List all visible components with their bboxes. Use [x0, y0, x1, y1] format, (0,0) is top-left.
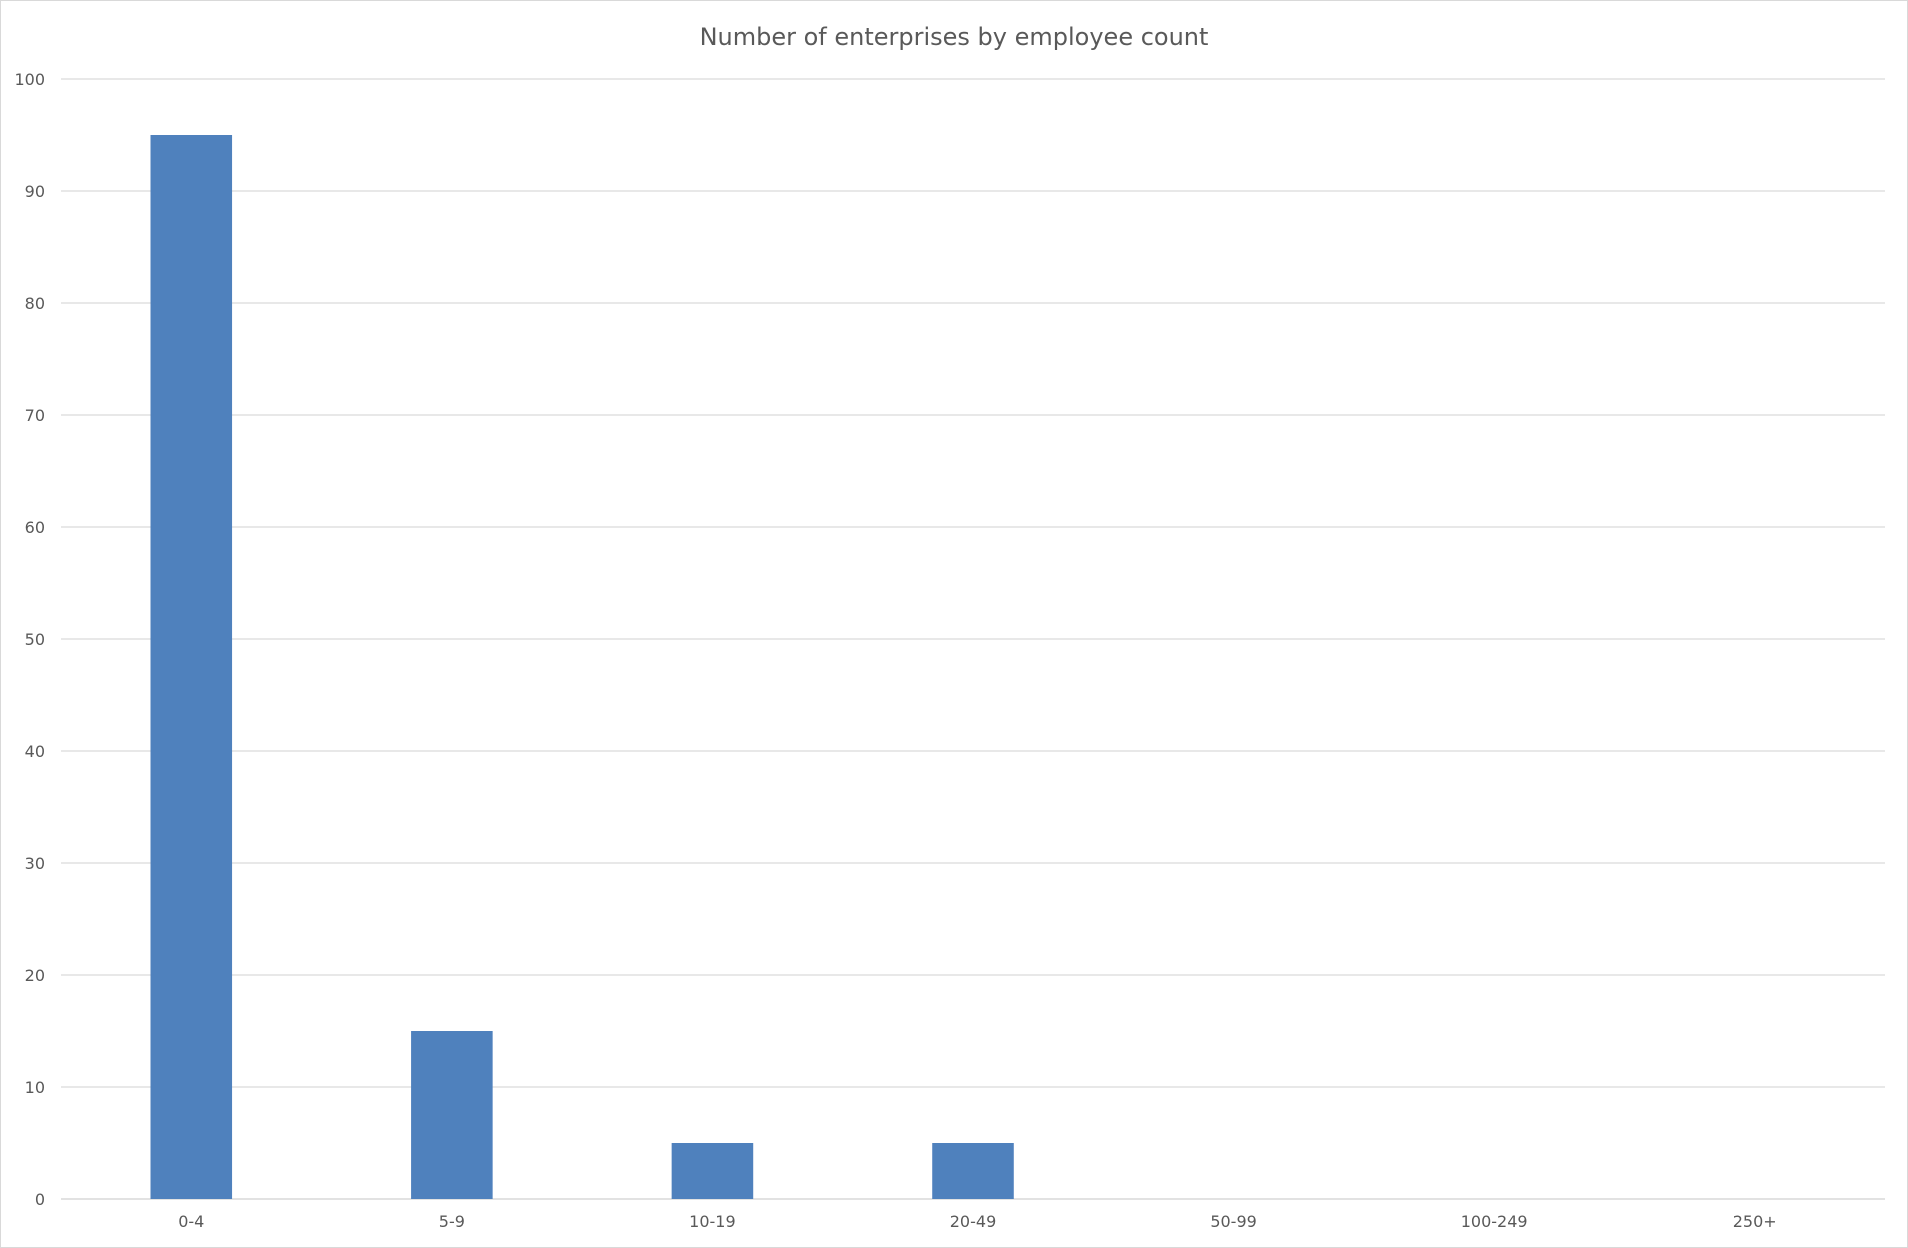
x-axis-ticks: 0-4 5-9 10-19 20-49 50-99 100-249 250+: [178, 1212, 1776, 1231]
bar-5-9: [411, 1031, 493, 1199]
x-tick-label: 5-9: [439, 1212, 465, 1231]
y-tick-label: 50: [25, 630, 45, 649]
gridlines: [61, 78, 1885, 1200]
y-tick-label: 90: [25, 182, 45, 201]
x-tick-label: 100-249: [1461, 1212, 1528, 1231]
x-tick-label: 0-4: [178, 1212, 204, 1231]
bar-20-49: [932, 1143, 1014, 1199]
y-tick-label: 10: [25, 1078, 45, 1097]
y-tick-label: 70: [25, 406, 45, 425]
bar-0-4: [150, 135, 233, 1199]
y-tick-label: 60: [25, 518, 45, 537]
x-tick-label: 10-19: [689, 1212, 736, 1231]
bar-10-19: [671, 1143, 754, 1199]
y-tick-label: 40: [25, 742, 45, 761]
y-tick-label: 30: [25, 854, 45, 873]
y-tick-label: 0: [35, 1190, 45, 1209]
y-axis-ticks: 0 10 20 30 40 50 60 70 80 90 100: [14, 70, 45, 1209]
y-tick-label: 100: [14, 70, 45, 89]
x-tick-label: 250+: [1733, 1212, 1777, 1231]
chart-title: Number of enterprises by employee count: [700, 23, 1209, 51]
y-tick-label: 80: [25, 294, 45, 313]
x-tick-label: 50-99: [1210, 1212, 1257, 1231]
bars: [150, 135, 1014, 1199]
y-tick-label: 20: [25, 966, 45, 985]
x-tick-label: 20-49: [950, 1212, 997, 1231]
